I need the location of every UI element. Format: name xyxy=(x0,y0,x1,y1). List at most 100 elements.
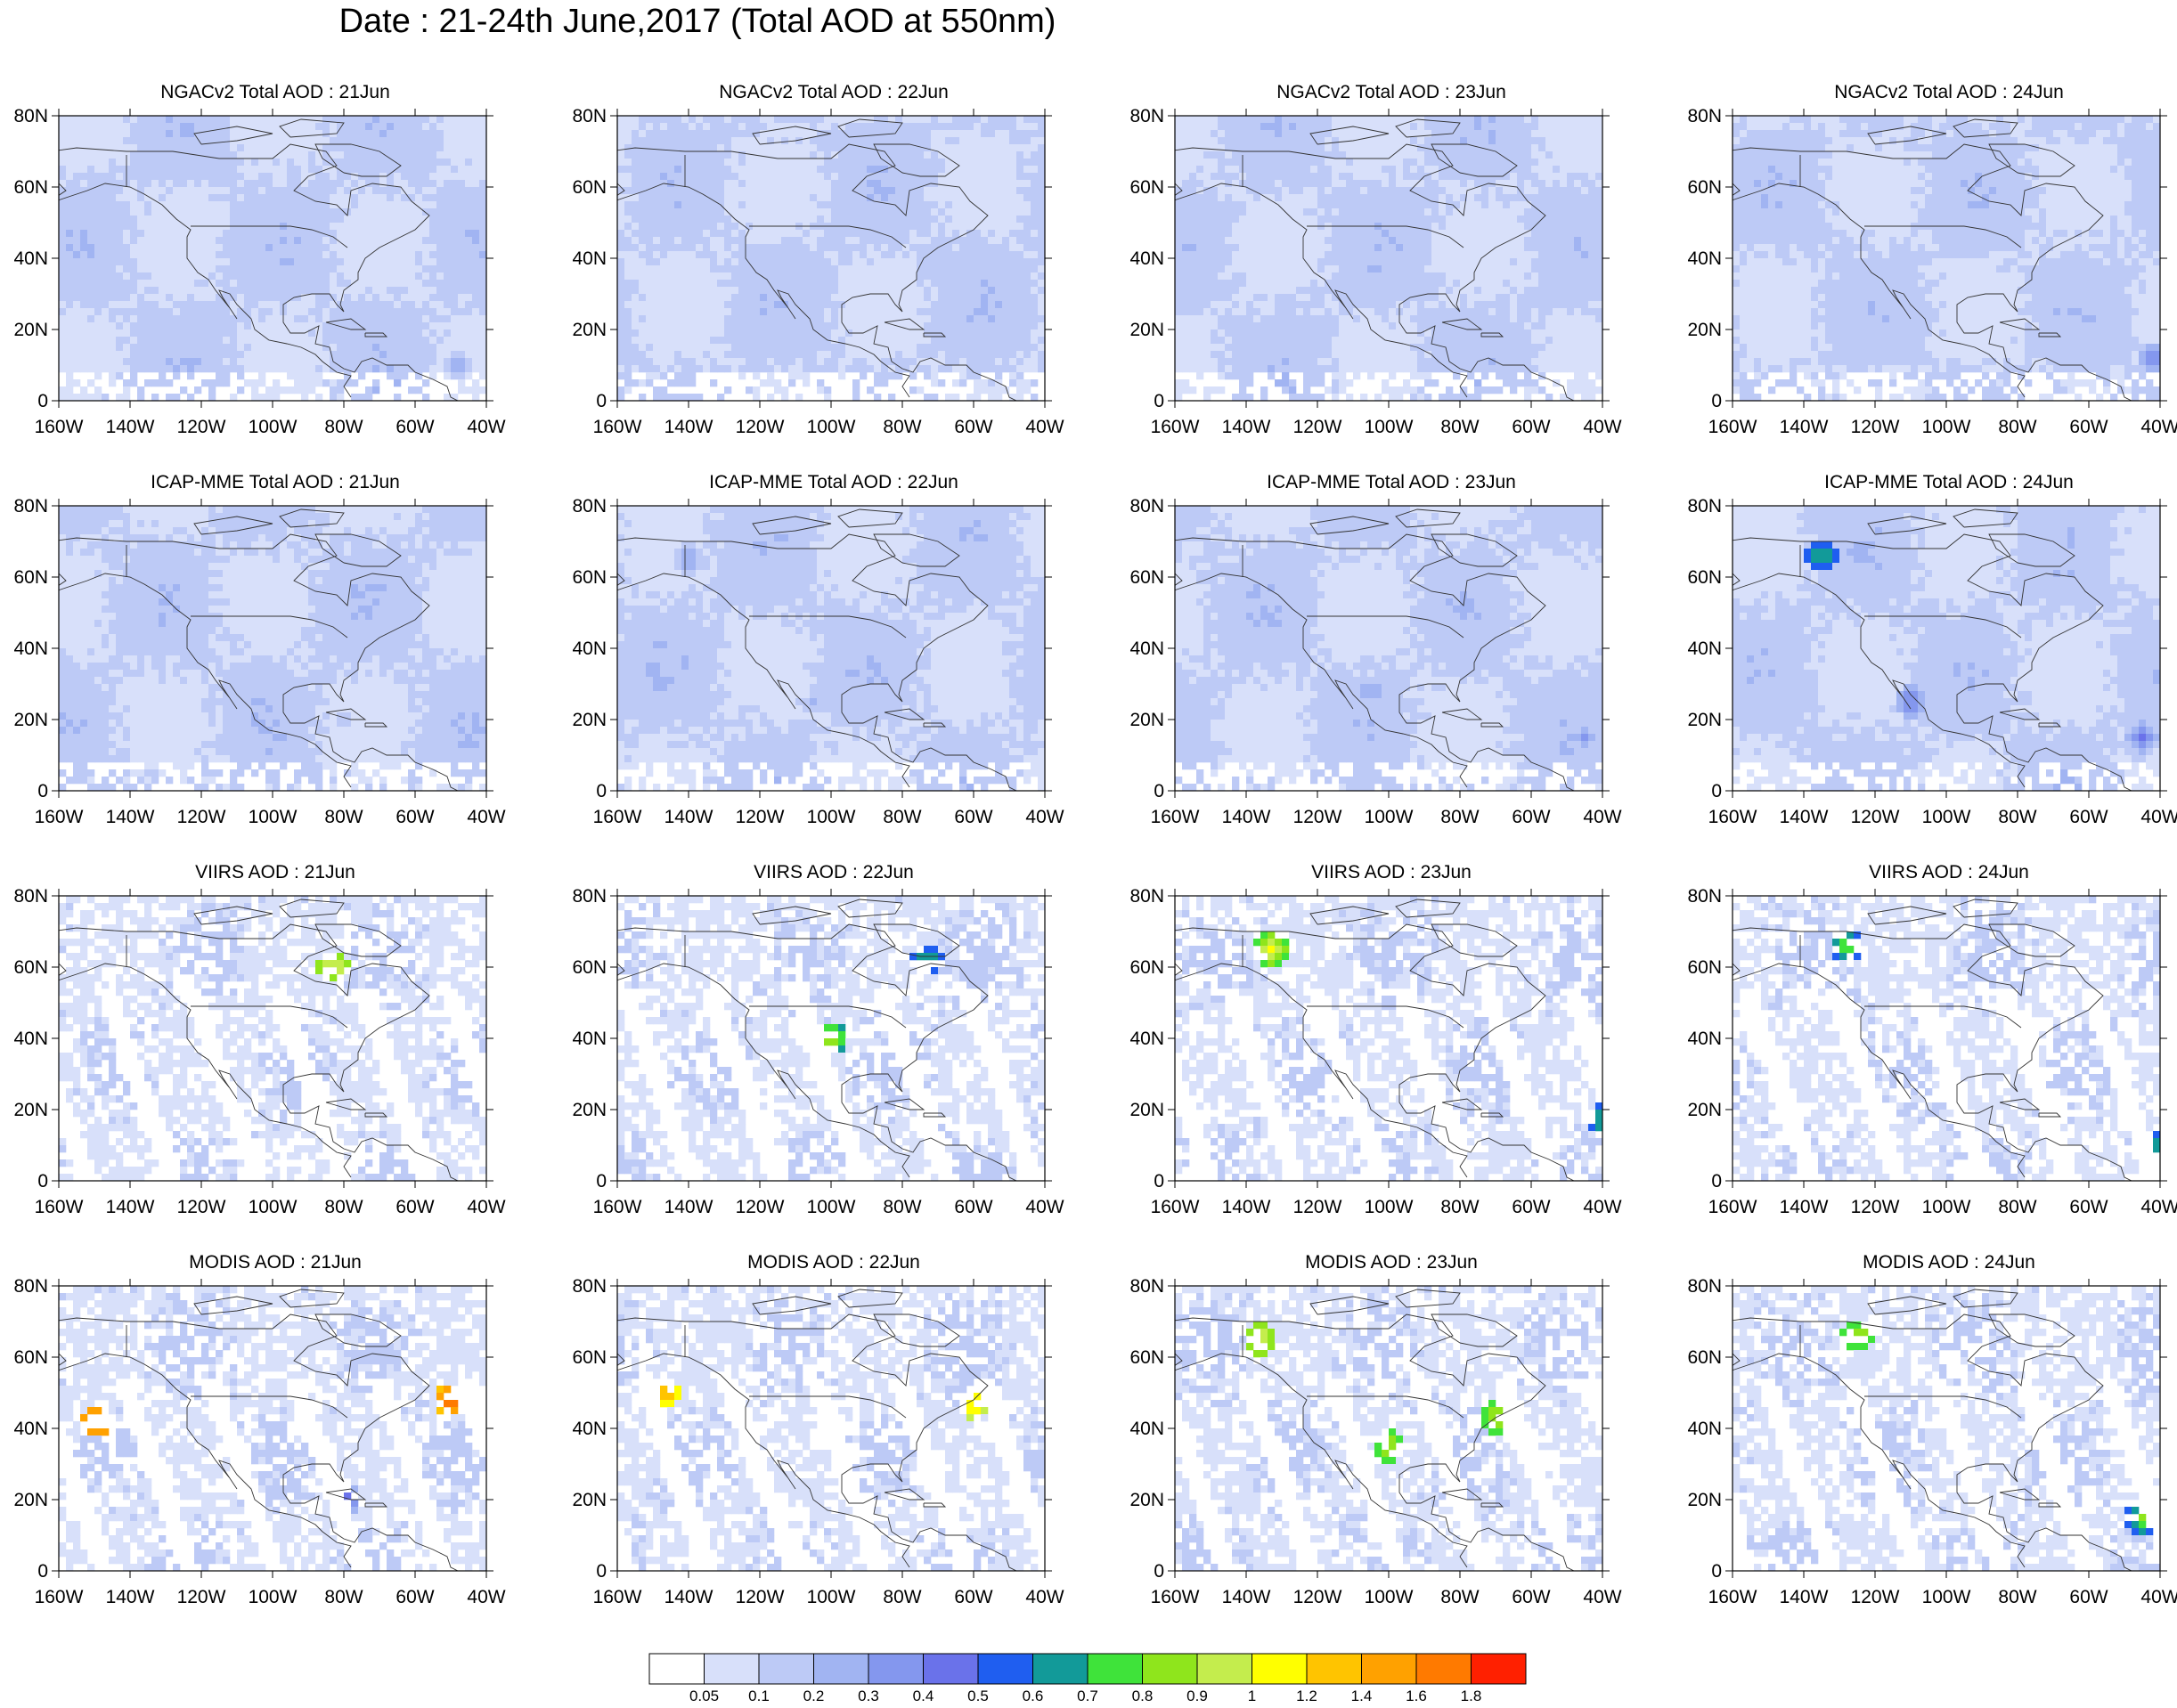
aod-cell xyxy=(387,344,395,352)
aod-cell xyxy=(1310,116,1318,124)
aod-cell xyxy=(187,351,195,359)
aod-cell xyxy=(479,251,486,259)
aod-cell xyxy=(966,265,974,273)
aod-cell xyxy=(358,230,366,238)
aod-cell xyxy=(394,166,402,174)
aod-cell xyxy=(422,337,430,345)
aod-cell xyxy=(472,294,480,302)
aod-cell xyxy=(94,337,102,345)
aod-cell xyxy=(738,251,746,259)
aod-cell xyxy=(1560,130,1568,138)
aod-cell xyxy=(646,265,654,273)
aod-cell xyxy=(696,301,704,309)
aod-cell xyxy=(660,201,668,209)
aod-cell xyxy=(881,216,889,224)
aod-cell xyxy=(358,322,366,330)
aod-cell xyxy=(1581,116,1589,124)
aod-cell xyxy=(187,301,195,309)
aod-cell xyxy=(351,237,359,245)
aod-cell xyxy=(1002,337,1010,345)
aod-cell xyxy=(387,237,395,245)
lon-tick-label: 80W xyxy=(883,417,921,437)
aod-cell xyxy=(337,315,345,323)
aod-cell xyxy=(803,180,811,188)
aod-cell xyxy=(137,272,145,281)
aod-cell xyxy=(681,237,689,245)
aod-cell xyxy=(724,315,732,323)
aod-cell xyxy=(1574,130,1582,138)
aod-cell xyxy=(767,294,775,302)
aod-cell xyxy=(674,130,682,138)
aod-cell xyxy=(465,265,473,273)
aod-cell xyxy=(287,130,295,138)
aod-cell xyxy=(244,144,252,152)
aod-cell xyxy=(1396,137,1404,145)
aod-cell xyxy=(838,208,846,216)
aod-cell xyxy=(902,216,910,224)
aod-cell xyxy=(788,208,796,216)
aod-cell xyxy=(653,201,661,209)
aod-cell xyxy=(1403,151,1411,159)
aod-cell xyxy=(415,365,423,373)
aod-cell xyxy=(795,287,803,295)
aod-cell xyxy=(237,301,245,309)
aod-cell xyxy=(803,123,811,131)
aod-cell xyxy=(1439,151,1447,159)
aod-cell xyxy=(472,379,480,387)
aod-cell xyxy=(187,308,195,316)
aod-cell xyxy=(1545,116,1553,124)
aod-cell xyxy=(330,159,338,167)
aod-cell xyxy=(429,344,437,352)
aod-cell xyxy=(315,230,323,238)
aod-cell xyxy=(888,173,896,181)
aod-cell xyxy=(230,272,238,281)
aod-cell xyxy=(1175,123,1183,131)
aod-cell xyxy=(201,265,209,273)
aod-cell xyxy=(917,251,925,259)
aod-cell xyxy=(294,201,302,209)
aod-cell xyxy=(244,173,252,181)
aod-cell xyxy=(358,272,366,281)
aod-cell xyxy=(1332,144,1340,152)
aod-cell xyxy=(767,315,775,323)
aod-cell xyxy=(988,159,996,167)
aod-cell xyxy=(187,287,195,295)
aod-cell xyxy=(995,216,1003,224)
aod-cell xyxy=(73,201,81,209)
aod-cell xyxy=(280,194,288,202)
aod-cell xyxy=(330,301,338,309)
aod-cell xyxy=(223,151,231,159)
aod-cell xyxy=(674,287,682,295)
aod-cell xyxy=(952,301,960,309)
aod-cell xyxy=(717,272,725,281)
aod-cell xyxy=(322,180,330,188)
aod-cell xyxy=(216,123,224,131)
aod-cell xyxy=(1009,258,1017,266)
aod-cell xyxy=(1232,151,1240,159)
aod-cell xyxy=(472,173,480,181)
aod-cell xyxy=(102,187,110,195)
aod-cell xyxy=(632,365,640,373)
aod-cell xyxy=(874,265,882,273)
aod-cell xyxy=(945,173,953,181)
aod-cell xyxy=(617,208,625,216)
aod-cell xyxy=(1009,116,1017,124)
aod-cell xyxy=(795,159,803,167)
aod-cell xyxy=(774,216,782,224)
aod-cell xyxy=(966,351,974,359)
aod-cell xyxy=(123,308,131,316)
aod-cell xyxy=(703,315,711,323)
aod-cell xyxy=(116,166,124,174)
aod-cell xyxy=(422,280,430,288)
aod-cell xyxy=(803,294,811,302)
aod-cell xyxy=(860,137,868,145)
aod-cell xyxy=(344,166,352,174)
aod-cell xyxy=(667,208,675,216)
aod-cell xyxy=(258,322,266,330)
aod-cell xyxy=(116,329,124,338)
aod-cell xyxy=(895,329,903,338)
aod-cell xyxy=(458,358,466,366)
aod-cell xyxy=(995,187,1003,195)
aod-cell xyxy=(301,287,309,295)
aod-cell xyxy=(94,166,102,174)
